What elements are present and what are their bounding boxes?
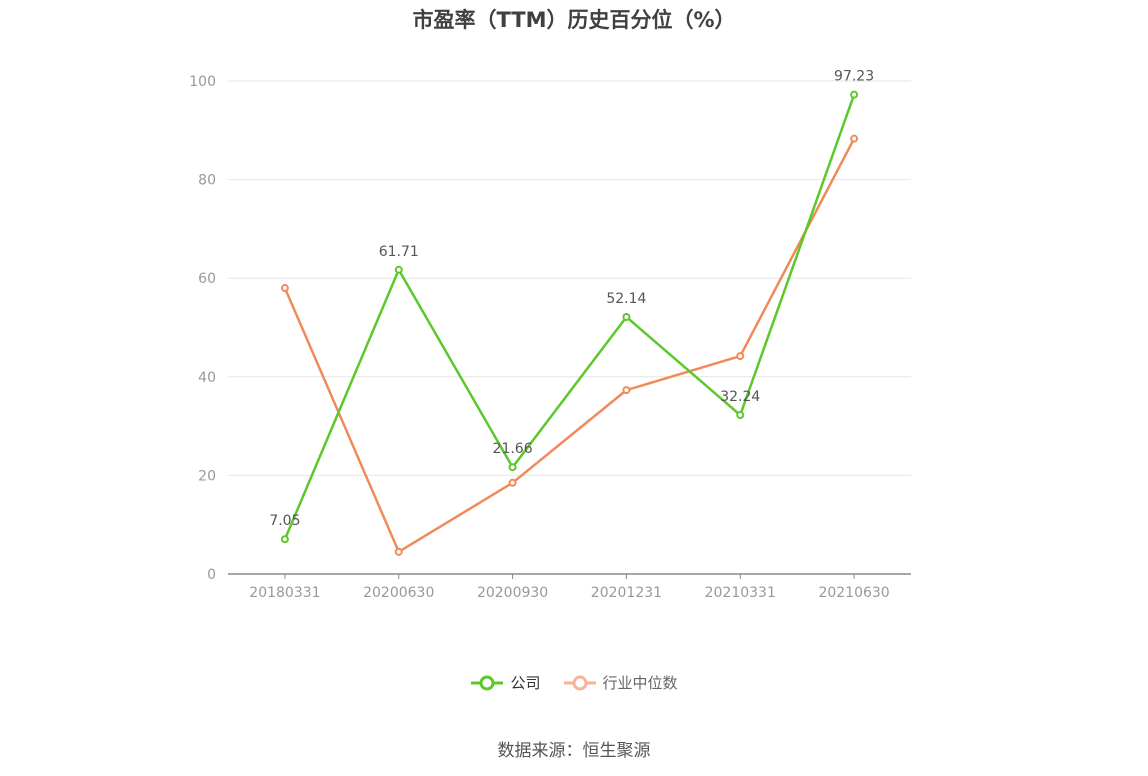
legend-label-industry: 行业中位数: [602, 674, 678, 692]
company-series-line: [283, 94, 856, 540]
industry-data-point: [850, 134, 859, 143]
y-tick-label: 20: [198, 468, 216, 484]
line-chart: 0 20 40 60 80 100 20180331 20200630 20200930 2020…: [189, 69, 911, 601]
company-data-point: [508, 463, 517, 472]
industry-legend-icon: [563, 675, 596, 690]
legend-item-industry[interactable]: 行业中位数: [563, 672, 678, 693]
company-data-label: 7.05: [269, 513, 300, 529]
y-tick-label: 40: [198, 370, 216, 386]
company-legend-icon: [471, 675, 504, 690]
x-tick-label: 20200630: [363, 585, 434, 601]
y-tick-label: 100: [189, 74, 216, 90]
company-data-label: 32.24: [720, 389, 760, 405]
company-data-label: 61.71: [379, 244, 419, 260]
company-data-point: [280, 535, 289, 544]
company-data-label: 52.14: [606, 291, 646, 307]
x-tick-label: 20180331: [249, 585, 320, 601]
industry-series-line: [283, 138, 856, 554]
data-source: 数据来源：恒生聚源: [497, 741, 651, 761]
company-data-point: [622, 312, 631, 321]
company-data-point: [394, 265, 403, 274]
company-data-point: [736, 411, 745, 420]
legend-item-company[interactable]: 公司: [470, 672, 541, 693]
y-tick-label: 60: [198, 271, 216, 287]
company-data-point: [850, 90, 859, 99]
industry-data-point: [508, 478, 517, 487]
company-data-label: 21.66: [493, 441, 533, 457]
legend-label-company: 公司: [510, 674, 541, 692]
industry-data-point: [622, 386, 631, 395]
chart-title: 市盈率（TTM）历史百分位（%）: [412, 8, 736, 32]
chart-legend: 公司 行业中位数: [0, 672, 1148, 693]
x-tick-label: 20200930: [477, 585, 548, 601]
industry-data-point: [394, 547, 403, 556]
company-data-label: 97.23: [834, 69, 874, 85]
y-tick-label: 80: [198, 173, 216, 189]
industry-data-point: [280, 284, 289, 293]
x-tick-label: 20210630: [818, 585, 889, 601]
x-tick-label: 20201231: [591, 585, 662, 601]
x-tick-label: 20210331: [705, 585, 776, 601]
industry-data-point: [736, 352, 745, 361]
y-tick-label: 0: [207, 567, 216, 583]
